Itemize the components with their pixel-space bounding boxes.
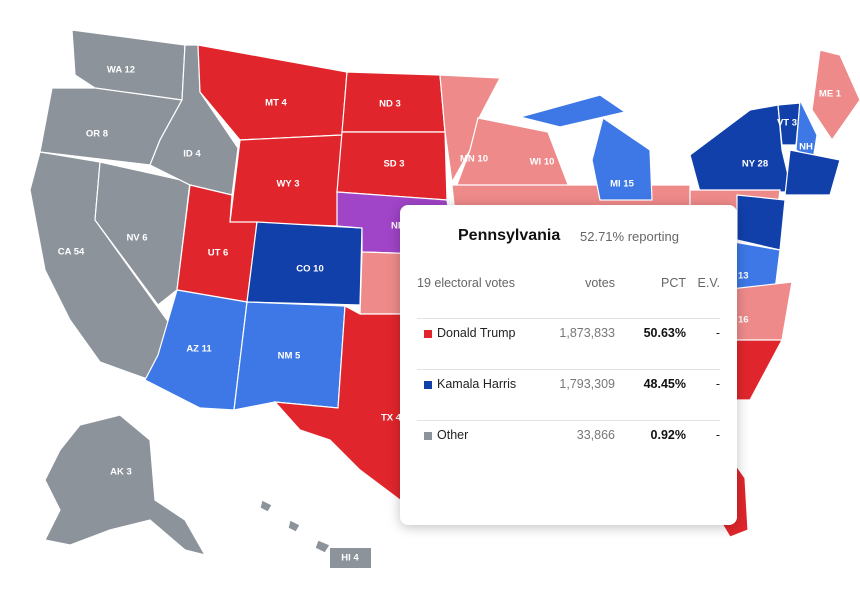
ev: - bbox=[715, 326, 720, 340]
state-label: NH 4 bbox=[799, 142, 821, 153]
ev: - bbox=[715, 428, 720, 442]
electoral-votes: 19 electoral votes bbox=[417, 276, 515, 290]
state-label: AK 3 bbox=[110, 467, 132, 478]
candidate-name: Other bbox=[437, 428, 469, 442]
state-hi-island bbox=[314, 539, 331, 554]
state-label: WI 10 bbox=[530, 157, 555, 168]
state-ak bbox=[44, 414, 207, 556]
separator bbox=[417, 318, 720, 319]
state-label: WY 3 bbox=[276, 179, 299, 190]
ev: - bbox=[715, 377, 720, 391]
candidate-name: Donald Trump bbox=[437, 326, 516, 340]
tooltip-title: Pennsylvania bbox=[458, 227, 561, 244]
votes: 33,866 bbox=[576, 428, 615, 442]
state-label: WA 12 bbox=[107, 65, 135, 76]
state-label: UT 6 bbox=[208, 248, 229, 259]
state-label: NM 5 bbox=[278, 351, 301, 362]
hi-label-box bbox=[330, 548, 371, 568]
column-header: E.V. bbox=[697, 276, 720, 290]
votes: 1,873,833 bbox=[559, 326, 615, 340]
state-label: CA 54 bbox=[58, 247, 85, 258]
state-mi-upper bbox=[517, 94, 627, 128]
state-label: 16 bbox=[738, 315, 749, 326]
state-label: MN 10 bbox=[460, 154, 488, 165]
state-label: MI 15 bbox=[610, 179, 634, 190]
state-mi bbox=[591, 117, 653, 201]
state-label: SD 3 bbox=[383, 159, 404, 170]
pct: 48.45% bbox=[643, 377, 686, 391]
column-header: PCT bbox=[661, 276, 686, 290]
state-label: ME 1 bbox=[819, 89, 842, 100]
color-marker bbox=[424, 381, 432, 389]
state-label: 13 bbox=[738, 271, 749, 282]
state-label: MT 4 bbox=[265, 98, 287, 109]
state-label: NV 6 bbox=[126, 233, 147, 244]
color-marker bbox=[424, 432, 432, 440]
state-label: OR 8 bbox=[86, 129, 108, 140]
state-hi-island bbox=[287, 519, 301, 533]
candidate-name: Kamala Harris bbox=[437, 377, 517, 391]
pct: 0.92% bbox=[650, 428, 686, 442]
state-new-england bbox=[784, 149, 841, 196]
tooltip: Pennsylvania 52.71% reporting 19 elector… bbox=[400, 205, 737, 525]
state-label: NY 28 bbox=[742, 159, 768, 170]
color-marker bbox=[424, 330, 432, 338]
state-label: AZ 11 bbox=[186, 344, 212, 355]
reporting: 52.71% reporting bbox=[580, 229, 680, 244]
separator bbox=[417, 369, 720, 370]
state-mid-atlantic bbox=[736, 194, 786, 251]
state-label: CO 10 bbox=[296, 264, 323, 275]
column-header: votes bbox=[585, 276, 615, 290]
state-label: TX 4 bbox=[381, 413, 402, 424]
state-nv bbox=[94, 161, 191, 306]
state-label: VT 3 bbox=[777, 118, 797, 129]
state-label: HI 4 bbox=[341, 553, 359, 564]
state-label: NE bbox=[391, 221, 404, 232]
state-hi-island bbox=[259, 499, 273, 513]
state-label: ND 3 bbox=[379, 99, 401, 110]
state-me bbox=[811, 49, 860, 142]
pct: 50.63% bbox=[643, 326, 686, 340]
votes: 1,793,309 bbox=[559, 377, 615, 391]
state-label: ID 4 bbox=[183, 149, 201, 160]
separator bbox=[417, 420, 720, 421]
